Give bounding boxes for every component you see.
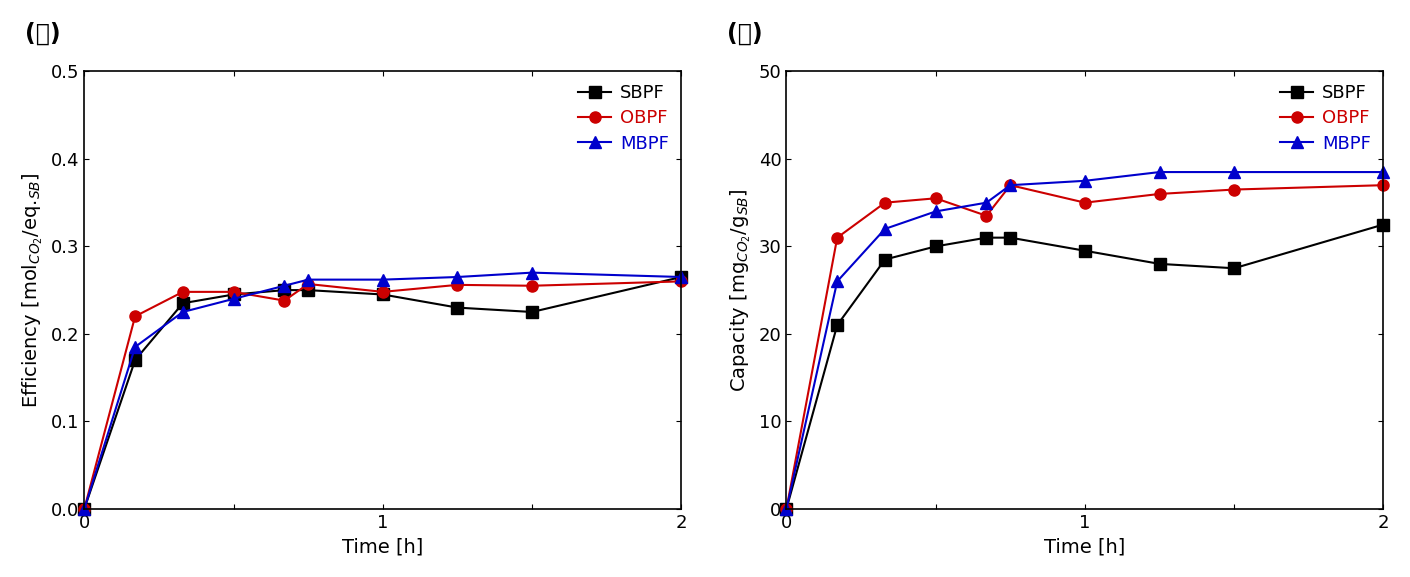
OBPF bbox=[375, 288, 392, 295]
SBPF bbox=[829, 321, 846, 328]
SBPF bbox=[375, 291, 392, 298]
OBPF bbox=[76, 505, 93, 512]
MBPF bbox=[829, 278, 846, 285]
OBPF bbox=[673, 278, 689, 285]
MBPF bbox=[979, 199, 995, 206]
OBPF bbox=[523, 282, 540, 289]
MBPF bbox=[300, 276, 317, 283]
MBPF bbox=[778, 505, 795, 512]
MBPF bbox=[375, 276, 392, 283]
Y-axis label: Efficiency [mol$_{CO_2}$/eq.$_{SB}$]: Efficiency [mol$_{CO_2}$/eq.$_{SB}$] bbox=[21, 173, 45, 408]
MBPF bbox=[1003, 182, 1019, 189]
SBPF bbox=[76, 505, 93, 512]
OBPF bbox=[1151, 190, 1167, 197]
OBPF bbox=[300, 280, 317, 287]
SBPF bbox=[1225, 265, 1242, 272]
Legend: SBPF, OBPF, MBPF: SBPF, OBPF, MBPF bbox=[571, 77, 675, 160]
SBPF bbox=[979, 234, 995, 241]
MBPF bbox=[76, 505, 93, 512]
X-axis label: Time [h]: Time [h] bbox=[1045, 537, 1125, 556]
SBPF bbox=[226, 291, 243, 298]
OBPF bbox=[127, 313, 144, 320]
MBPF bbox=[175, 309, 192, 316]
Line: MBPF: MBPF bbox=[79, 267, 687, 514]
SBPF bbox=[448, 304, 465, 311]
SBPF bbox=[276, 287, 293, 294]
OBPF bbox=[877, 199, 894, 206]
Legend: SBPF, OBPF, MBPF: SBPF, OBPF, MBPF bbox=[1273, 77, 1378, 160]
OBPF bbox=[226, 288, 243, 295]
SBPF bbox=[673, 273, 689, 280]
Line: OBPF: OBPF bbox=[79, 276, 687, 514]
SBPF bbox=[1003, 234, 1019, 241]
SBPF bbox=[1151, 260, 1167, 267]
SBPF bbox=[523, 309, 540, 316]
Line: SBPF: SBPF bbox=[79, 271, 687, 514]
OBPF bbox=[276, 297, 293, 304]
MBPF bbox=[1375, 168, 1392, 175]
OBPF bbox=[928, 195, 945, 202]
OBPF bbox=[778, 505, 795, 512]
MBPF bbox=[226, 295, 243, 302]
MBPF bbox=[1076, 177, 1093, 184]
SBPF bbox=[127, 357, 144, 364]
OBPF bbox=[979, 212, 995, 219]
OBPF bbox=[1375, 182, 1392, 189]
OBPF bbox=[1076, 199, 1093, 206]
MBPF bbox=[877, 226, 894, 233]
OBPF bbox=[448, 282, 465, 288]
SBPF bbox=[300, 287, 317, 294]
OBPF bbox=[175, 288, 192, 295]
X-axis label: Time [h]: Time [h] bbox=[343, 537, 423, 556]
OBPF bbox=[829, 234, 846, 241]
MBPF bbox=[1151, 168, 1167, 175]
MBPF bbox=[673, 273, 689, 280]
Line: MBPF: MBPF bbox=[781, 167, 1389, 514]
Text: (가): (가) bbox=[24, 21, 61, 45]
SBPF bbox=[778, 505, 795, 512]
SBPF bbox=[175, 300, 192, 307]
MBPF bbox=[928, 208, 945, 215]
MBPF bbox=[1225, 168, 1242, 175]
Y-axis label: Capacity [mg$_{CO_2}$/g$_{SB}$]: Capacity [mg$_{CO_2}$/g$_{SB}$] bbox=[729, 188, 753, 392]
SBPF bbox=[1375, 221, 1392, 228]
MBPF bbox=[448, 273, 465, 280]
Text: (나): (나) bbox=[726, 21, 763, 45]
OBPF bbox=[1003, 182, 1019, 189]
Line: SBPF: SBPF bbox=[781, 219, 1389, 514]
SBPF bbox=[877, 256, 894, 263]
MBPF bbox=[523, 269, 540, 276]
MBPF bbox=[127, 343, 144, 350]
SBPF bbox=[928, 243, 945, 250]
Line: OBPF: OBPF bbox=[781, 179, 1389, 514]
MBPF bbox=[276, 282, 293, 289]
SBPF bbox=[1076, 248, 1093, 254]
OBPF bbox=[1225, 186, 1242, 193]
